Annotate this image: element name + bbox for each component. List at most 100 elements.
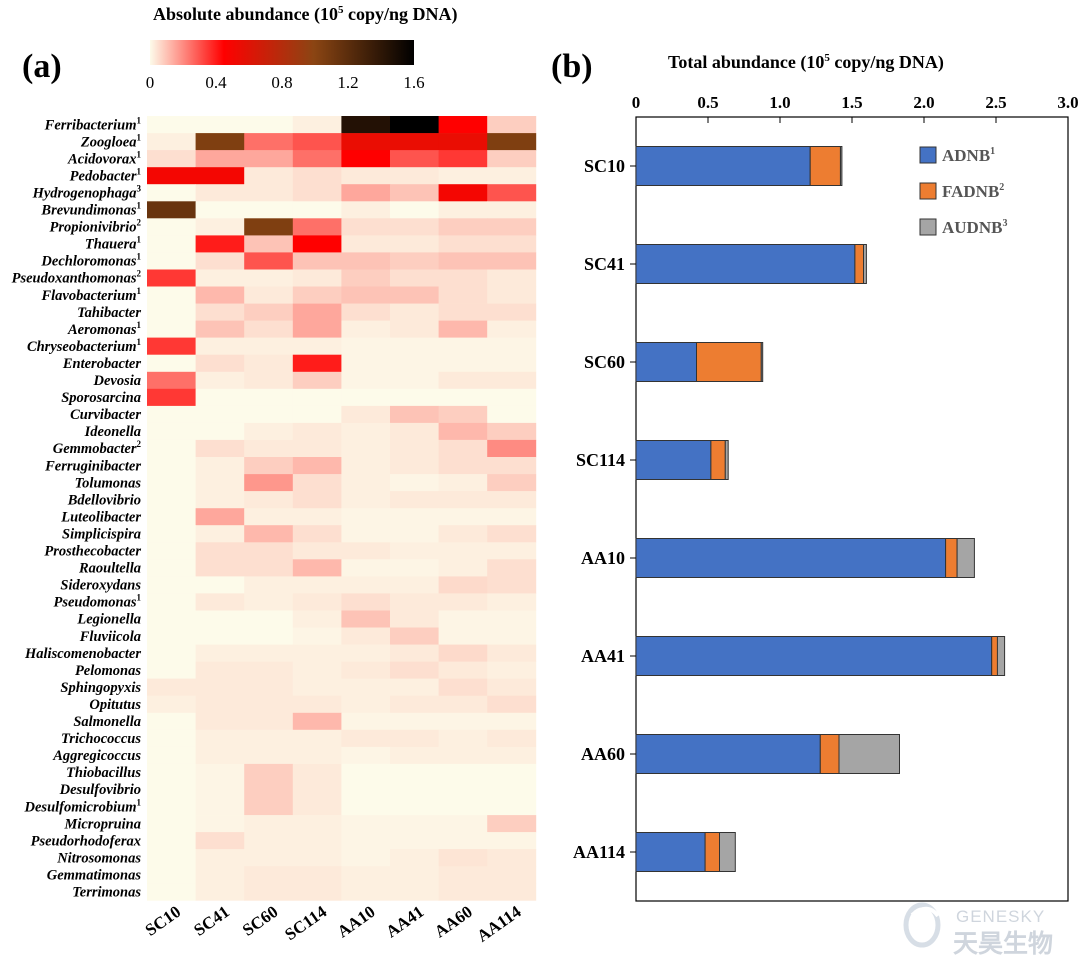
heatmap-cell [438,303,488,321]
heatmap-row-label: Curvibacter [70,407,141,423]
heatmap-cell [341,627,391,645]
heatmap-cell [390,661,439,679]
heatmap-cell [341,252,391,270]
heatmap-cell [147,627,196,645]
bar-category-label: AA60 [581,744,625,764]
colorbar-tick-label: 0 [146,73,155,92]
heatmap-cell [147,116,196,134]
heatmap-cell [292,627,342,645]
heatmap-cell [147,371,196,390]
heatmap-cell [292,218,342,236]
heatmap-cell [438,746,488,765]
heatmap-cell [147,815,196,833]
heatmap-cell [244,491,294,509]
heatmap-cell [292,763,342,782]
heatmap-cell [438,508,488,526]
heatmap-cell [195,866,245,884]
heatmap-cell [195,712,245,731]
heatmap-cell [487,559,537,577]
heatmap-cell [292,610,342,628]
heatmap-cell [195,201,245,219]
heatmap-cell [147,286,196,304]
heatmap-cell [438,542,488,560]
heatmap-cell [438,269,488,287]
heatmap-cell [390,457,439,475]
heatmap-cell [195,781,245,799]
heatmap-cell [147,201,196,219]
heatmap-cell [147,422,196,441]
heatmap-cell [147,576,196,594]
heatmap-cell [147,167,196,185]
heatmap-row-label: Raoultella [78,561,141,577]
bar-segment-audnb [760,342,764,382]
heatmap-cell [390,610,439,628]
heatmap-cell [487,167,537,185]
heatmap-column-label: SC10 [142,902,185,940]
heatmap-cell [390,167,439,185]
heatmap-cell [341,525,391,543]
colorbar [150,40,414,65]
heatmap-cell [195,474,245,492]
heatmap-row-label: Sphingopyxis [60,680,141,696]
heatmap-cell [390,508,439,526]
bar-segment-audnb [996,636,1006,676]
heatmap-cell [147,150,196,168]
heatmap-cell [390,286,439,304]
heatmap-cell [244,388,294,407]
bar-segment-audnb [840,146,843,186]
heatmap-cell [341,695,391,714]
heatmap-cell [341,661,391,679]
heatmap-cell [195,678,245,696]
heatmap-cell [487,439,537,458]
heatmap-cell [390,320,439,338]
heatmap-cell [341,746,391,765]
heatmap-row-label: Pedobacter1 [70,166,142,184]
heatmap-cell [195,559,245,577]
heatmap-cell [147,133,196,151]
heatmap-cell [147,269,196,287]
heatmap-cell [147,610,196,628]
heatmap-cell [195,729,245,748]
heatmap-cell [390,269,439,287]
heatmap-cell [390,695,439,714]
heatmap-row-label: Nitrosomonas [56,850,141,866]
heatmap-cell [438,763,488,782]
heatmap-cell [292,286,342,304]
heatmap-cell [438,116,488,134]
heatmap-cell [244,661,294,679]
bar-segment-fadnb [991,636,999,676]
heatmap-cell [147,303,196,321]
heatmap-cell [487,235,537,253]
heatmap-row-label: Chryseobacterium1 [27,337,142,355]
heatmap-cell [341,422,391,441]
heatmap-cell [487,576,537,594]
heatmap-cell [341,269,391,287]
heatmap-cell [195,576,245,594]
heatmap-cell [195,746,245,765]
heatmap-cell [341,542,391,560]
heatmap-cell [438,798,488,816]
bar-category-label: AA10 [581,548,625,568]
heatmap-cell [487,832,537,850]
bar-segment-adnb [635,244,856,284]
bar-category-label: AA41 [581,646,625,666]
heatmap-cell [244,354,294,373]
heatmap-cell [244,712,294,731]
heatmap-cell [195,610,245,628]
heatmap-cell [147,542,196,560]
bar-segment-adnb [635,636,993,676]
heatmap-cell [341,405,391,424]
heatmap-cell [487,286,537,304]
heatmap-cell [438,712,488,731]
heatmap-row-label: Flavobacterium1 [40,286,141,304]
heatmap-cell [292,491,342,509]
heatmap-cell [147,405,196,424]
colorbar-title: Absolute abundance (105 copy/ng DNA) [153,4,458,25]
heatmap-row-label: Pelomonas [75,663,141,679]
heatmap-cell [341,371,391,390]
heatmap-cell [244,610,294,628]
bar-segment-audnb [724,440,729,480]
panel-a-label: (a) [22,48,62,85]
heatmap-cell [244,781,294,799]
heatmap-cell [244,525,294,543]
